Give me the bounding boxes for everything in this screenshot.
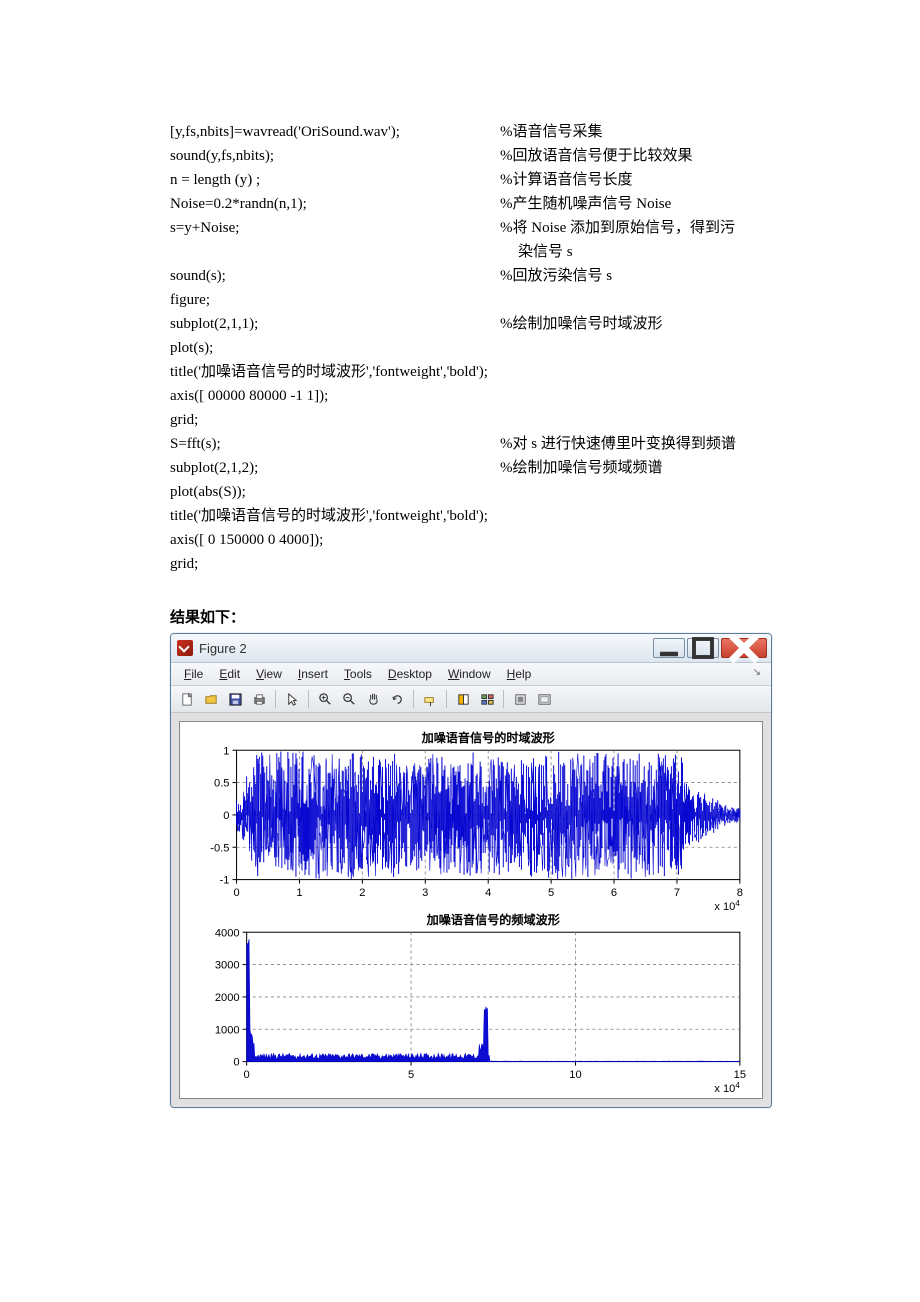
code-line: grid; [170,552,760,576]
menubar-corner-icon[interactable]: ↘ [749,665,765,683]
svg-text:0: 0 [233,887,239,899]
plot-area: 加噪语音信号的时域波形-1-0.500.51012345678x 104 加噪语… [171,713,771,1107]
toolbar-separator [503,690,504,708]
code-line: subplot(2,1,2);%绘制加噪信号频域频谱 [170,456,760,480]
new-icon[interactable] [177,689,197,709]
toolbar-separator [275,690,276,708]
svg-text:8: 8 [737,887,743,899]
toolbar-separator [446,690,447,708]
menu-desktop[interactable]: Desktop [381,665,439,683]
window-title: Figure 2 [199,641,653,656]
menu-file[interactable]: File [177,665,210,683]
svg-text:0: 0 [244,1069,250,1081]
svg-text:3: 3 [422,887,428,899]
link-icon[interactable] [477,689,497,709]
code-line: title('加噪语音信号的时域波形','fontweight','bold')… [170,360,760,384]
pan-icon[interactable] [363,689,383,709]
svg-text:1: 1 [296,887,302,899]
code-line: s=y+Noise;%将 Noise 添加到原始信号，得到污 [170,216,760,240]
save-icon[interactable] [225,689,245,709]
close-button[interactable] [721,638,767,658]
menu-edit[interactable]: Edit [212,665,247,683]
code-line: S=fft(s);%对 s 进行快速傅里叶变换得到频谱 [170,432,760,456]
svg-text:15: 15 [734,1069,746,1081]
figure-window: Figure 2 FileEditViewInsertToolsDesktopW… [170,633,772,1108]
result-heading: 结果如下： [170,606,760,627]
svg-text:5: 5 [548,887,554,899]
pointer-icon[interactable] [282,689,302,709]
page: [y,fs,nbits]=wavread('OriSound.wav');%语音… [0,0,920,1148]
zoom-out-icon[interactable] [339,689,359,709]
time-domain-chart: 加噪语音信号的时域波形 -1 -0.5 0 0.5 1 0 1 2 3 4 5 6 7 8x 104 [186,728,752,910]
toolbar-separator [308,690,309,708]
freq-domain-chart: 加噪语音信号的频域波形 0 1000 2000 3000 4000 0 5 10 15x 104 [186,910,752,1092]
code-line: plot(abs(S)); [170,480,760,504]
code-line: figure; [170,288,760,312]
code-line: sound(s);%回放污染信号 s [170,264,760,288]
menu-help[interactable]: Help [500,665,539,683]
svg-text:2: 2 [359,887,365,899]
svg-text:4000: 4000 [215,927,240,939]
svg-text:4: 4 [485,887,491,899]
maximize-button[interactable] [687,638,719,658]
svg-text:1000: 1000 [215,1024,240,1036]
code-line: n = length (y) ;%计算语音信号长度 [170,168,760,192]
code-line: 染信号 s [170,240,760,264]
menu-tools[interactable]: Tools [337,665,379,683]
legend-icon[interactable] [534,689,554,709]
menu-bar: FileEditViewInsertToolsDesktopWindowHelp… [171,663,771,686]
titlebar[interactable]: Figure 2 [171,634,771,663]
svg-text:-0.5: -0.5 [210,842,229,854]
code-line: Noise=0.2*randn(n,1);%产生随机噪声信号 Noise [170,192,760,216]
svg-text:3000: 3000 [215,960,240,972]
code-line: axis([ 0 150000 0 4000]); [170,528,760,552]
toolbar-separator [413,690,414,708]
svg-text:x 104: x 104 [714,898,740,910]
zoom-in-icon[interactable] [315,689,335,709]
brush-icon[interactable] [453,689,473,709]
code-line: sound(y,fs,nbits);%回放语音信号便于比较效果 [170,144,760,168]
svg-text:0.5: 0.5 [214,778,229,790]
code-line: [y,fs,nbits]=wavread('OriSound.wav');%语音… [170,120,760,144]
svg-text:6: 6 [611,887,617,899]
code-line: grid; [170,408,760,432]
minimize-button[interactable] [653,638,685,658]
svg-text:x 104: x 104 [714,1080,740,1092]
svg-text:1: 1 [223,745,229,757]
svg-text:5: 5 [408,1069,414,1081]
open-icon[interactable] [201,689,221,709]
code-line: title('加噪语音信号的时域波形','fontweight','bold')… [170,504,760,528]
menu-insert[interactable]: Insert [291,665,335,683]
code-line: subplot(2,1,1);%绘制加噪信号时域波形 [170,312,760,336]
matlab-icon [177,640,193,656]
svg-text:2000: 2000 [215,992,240,1004]
plot-canvas: 加噪语音信号的时域波形-1-0.500.51012345678x 104 加噪语… [179,721,763,1099]
print-icon[interactable] [249,689,269,709]
code-listing: [y,fs,nbits]=wavread('OriSound.wav');%语音… [170,120,760,576]
rotate-icon[interactable] [387,689,407,709]
toolbar [171,686,771,713]
svg-text:加噪语音信号的时域波形: 加噪语音信号的时域波形 [421,730,556,745]
svg-text:加噪语音信号的频域波形: 加噪语音信号的频域波形 [426,912,561,927]
svg-text:-1: -1 [220,875,230,887]
svg-text:0: 0 [233,1057,239,1069]
code-line: plot(s); [170,336,760,360]
code-line: axis([ 00000 80000 -1 1]); [170,384,760,408]
data-cursor-icon[interactable] [420,689,440,709]
svg-text:0: 0 [223,810,229,822]
colorbar-icon[interactable] [510,689,530,709]
svg-text:10: 10 [569,1069,581,1081]
menu-view[interactable]: View [249,665,289,683]
menu-window[interactable]: Window [441,665,498,683]
svg-text:7: 7 [674,887,680,899]
window-buttons [653,638,767,658]
